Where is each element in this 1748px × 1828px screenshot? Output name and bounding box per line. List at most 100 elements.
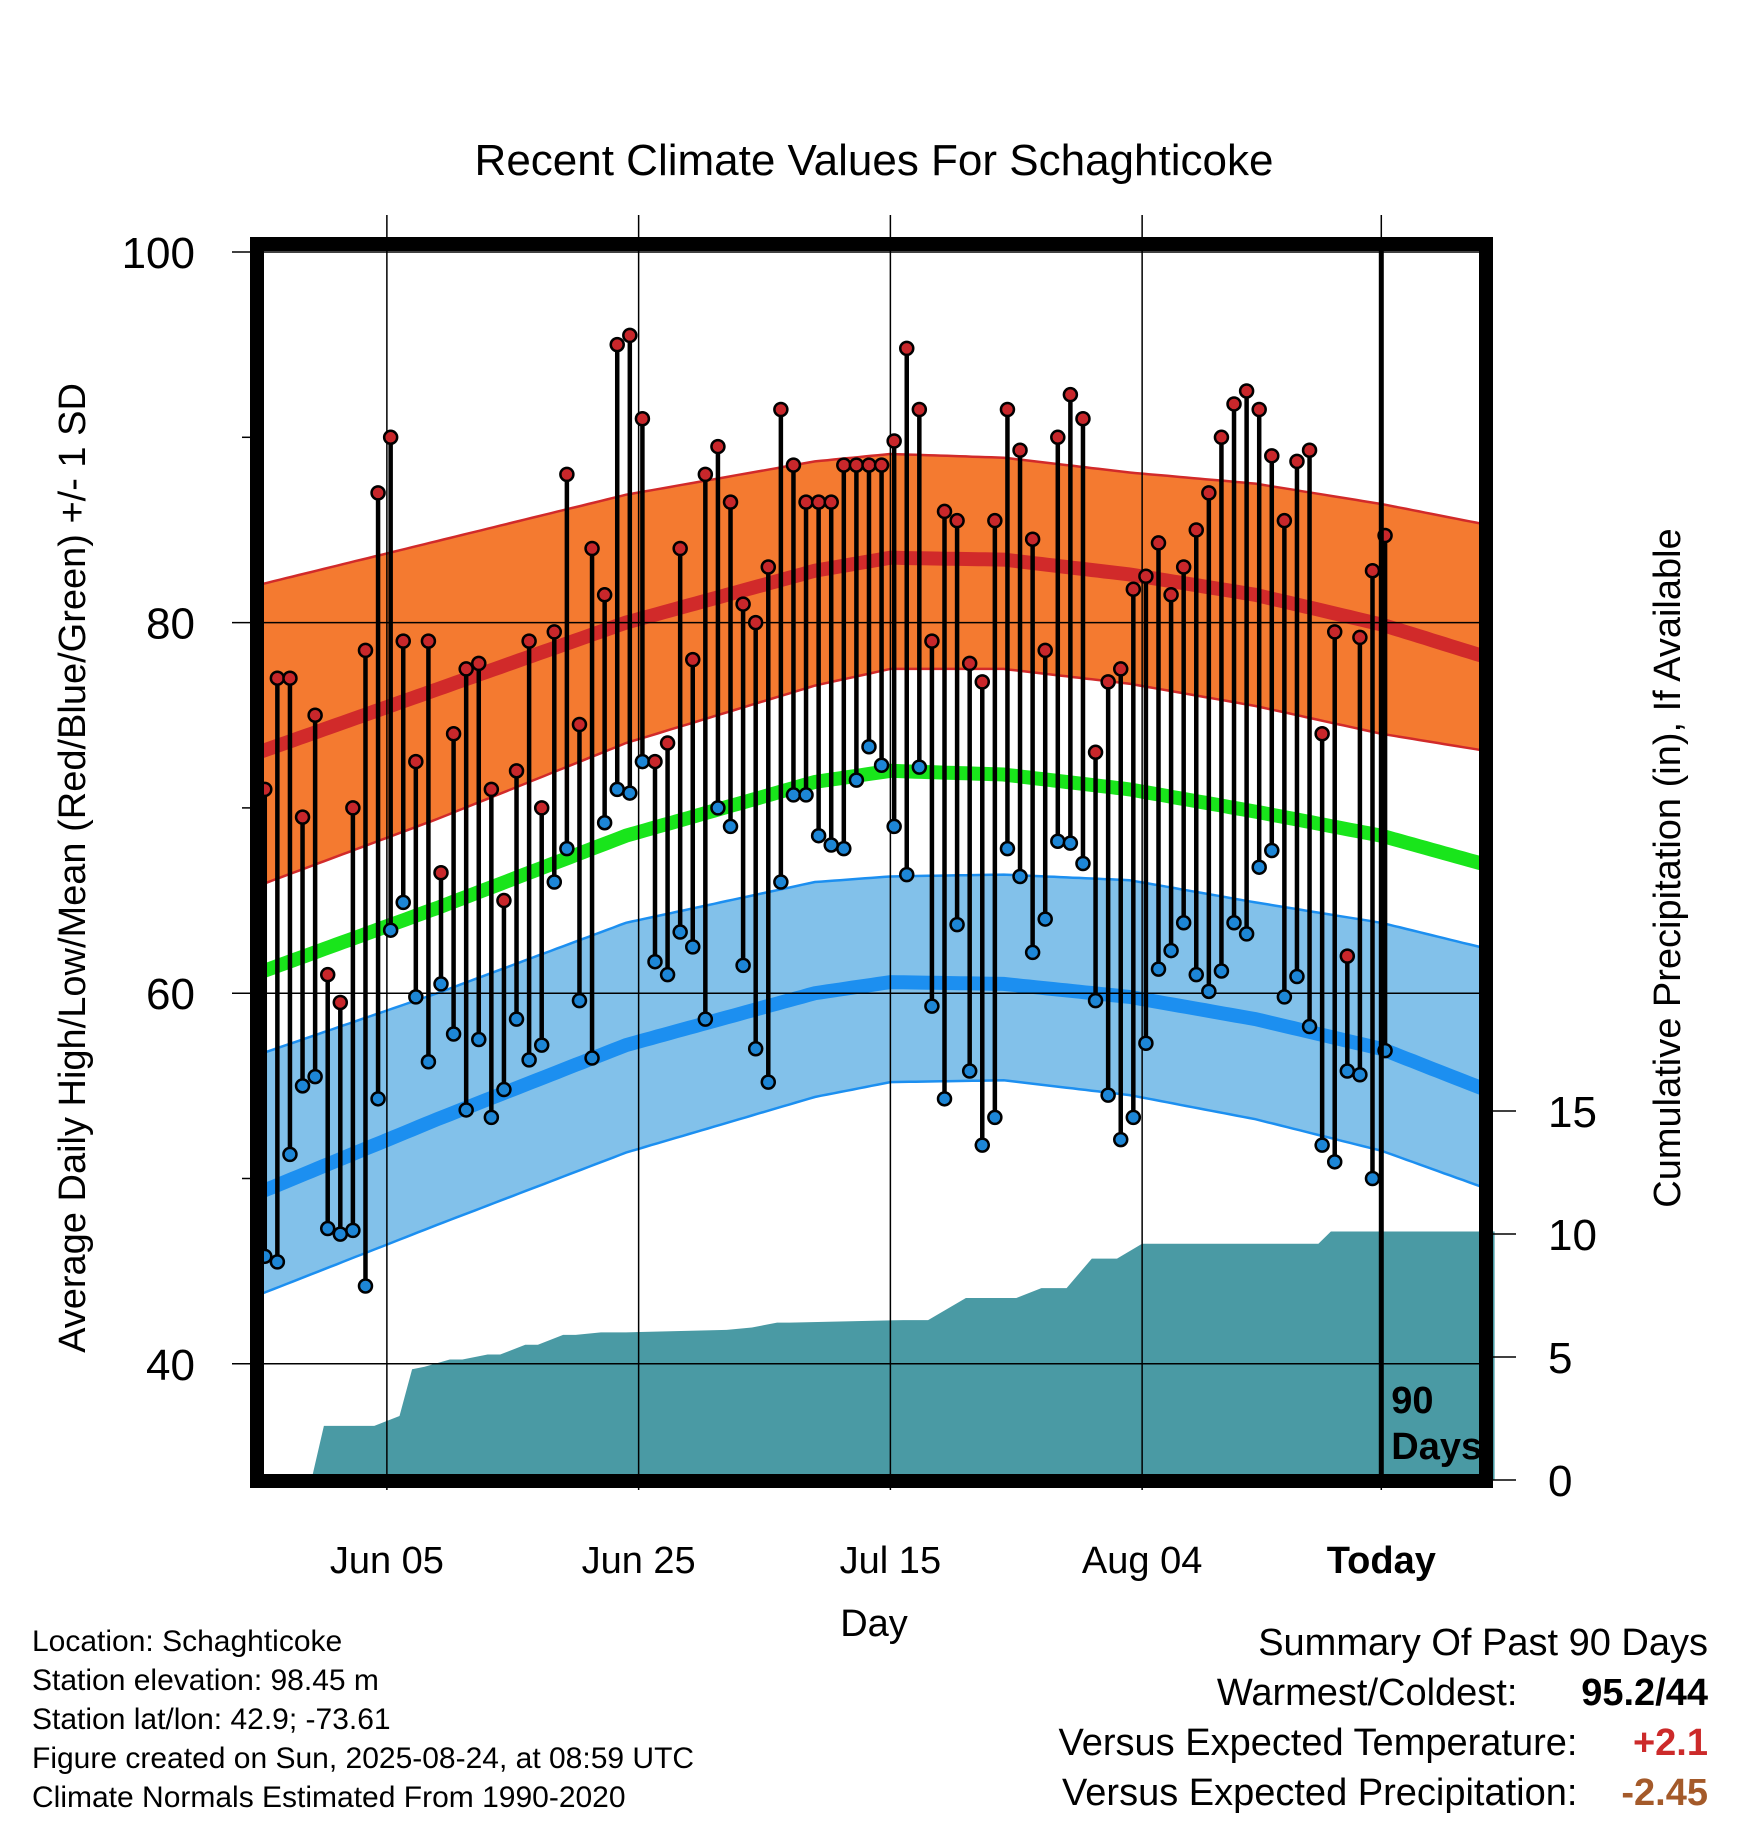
info-created: Figure created on Sun, 2025-08-24, at 08… [32,1742,695,1775]
daily-low-point [357,1278,374,1294]
daily-low-point [1188,966,1205,983]
summary-temp-label: Versus Expected Temperature: [1058,1722,1578,1764]
daily-low-point [1301,1018,1318,1035]
daily-high-point [1352,629,1368,646]
daily-high-point [584,540,600,557]
daily-low-point [861,739,877,755]
daily-low-point [1226,915,1242,931]
daily-low-point [1062,835,1079,851]
daily-low-point [622,785,638,801]
daily-high-point [1238,383,1255,399]
daily-low-point [559,840,575,857]
summary-precip-value: -2.45 [1621,1772,1708,1814]
y2-tick-label: 10 [1548,1211,1597,1260]
daily-high-point [949,512,965,529]
daily-low-point [659,966,676,983]
daily-high-point [747,614,764,631]
daily-low-point [1213,963,1230,979]
info-normals: Climate Normals Estimated From 1990-2020 [32,1781,626,1814]
daily-low-point [1125,1109,1142,1126]
precip-area [261,1231,1495,1480]
info-elevation: Station elevation: 98.45 m [32,1664,379,1697]
daily-high-point [1264,448,1280,464]
daily-high-point [370,485,386,501]
daily-high-point [898,340,915,357]
daily-high-point [483,781,500,798]
daily-low-point [798,787,814,803]
daily-low-point [722,818,739,835]
daily-high-point [1301,442,1318,459]
daily-high-point [307,707,323,723]
daily-high-point [1188,522,1205,538]
daily-high-point [382,429,399,446]
daily-high-point [508,763,525,779]
daily-low-point [609,781,625,798]
daily-high-point [672,540,688,557]
daily-high-point [961,655,978,672]
daily-low-point [710,800,726,816]
daily-high-point [685,651,701,668]
daily-low-point [1339,1063,1356,1079]
daily-low-point [1050,833,1066,850]
daily-high-point [1364,562,1381,579]
y2-axis-label: Cumulative Precipitation (in), If Availa… [1647,528,1689,1207]
summary-warm-cold: Warmest/Coldest: 95.2/44 [1217,1672,1708,1715]
daily-high-point [546,624,563,640]
daily-high-point [1112,661,1129,677]
daily-low-point [471,1031,487,1048]
daily-high-point [496,892,512,909]
daily-low-point [873,757,890,774]
daily-low-point [533,1037,550,1053]
daily-high-point [609,336,625,353]
daily-low-point [294,1078,311,1094]
daily-low-point [1326,1154,1343,1170]
daily-high-point [785,457,802,473]
daily-low-point [1251,859,1267,875]
info-location: Location: Schaghticoke [32,1625,343,1658]
daily-low-point [496,1081,512,1098]
daily-low-point [924,998,940,1014]
daily-high-point [1314,726,1330,742]
daily-high-point [823,494,839,510]
daily-low-point [911,759,928,775]
daily-high-point [395,633,411,649]
daily-high-point [559,466,575,483]
daily-low-point [1024,944,1041,961]
daily-high-point [345,800,361,816]
y-axis-label: Average Daily High/Low/Mean (Red/Blue/Gr… [52,383,94,1353]
daily-low-point [785,787,802,803]
daily-high-point [408,753,424,770]
daily-low-point [1012,868,1028,885]
x-tick-label: Jul 15 [840,1540,941,1582]
daily-low-point [433,976,449,992]
daily-high-point [659,735,676,751]
daily-high-point [1150,535,1167,551]
daily-low-point [672,924,688,940]
daily-low-point [483,1109,500,1126]
daily-low-point [760,1074,777,1090]
chart-title: Recent Climate Values For Schaghticoke [475,136,1274,185]
daily-low-point [458,1102,474,1118]
summary-title: Summary Of Past 90 Days [1258,1622,1708,1664]
daily-high-point [332,994,349,1011]
daily-high-point [773,401,789,418]
daily-low-point [408,989,424,1005]
daily-high-point [596,587,613,603]
daily-high-point [697,466,714,483]
daily-high-point [1100,674,1116,690]
daily-low-point [949,916,965,933]
summary-precip-label: Versus Expected Precipitation: [1062,1772,1578,1814]
daily-low-point [848,772,865,788]
daily-high-point [1075,411,1091,427]
daily-low-point [1201,983,1217,1000]
daily-high-point [1213,429,1230,446]
daily-low-point [508,1011,525,1027]
daily-high-point [760,559,777,575]
daily-high-point [999,401,1016,418]
daily-low-point [571,992,588,1009]
info-latlon: Station lat/lon: 42.9; -73.61 [32,1703,391,1736]
daily-low-point [747,1041,764,1057]
daily-high-point [1138,568,1154,585]
daily-high-point [1201,485,1217,501]
